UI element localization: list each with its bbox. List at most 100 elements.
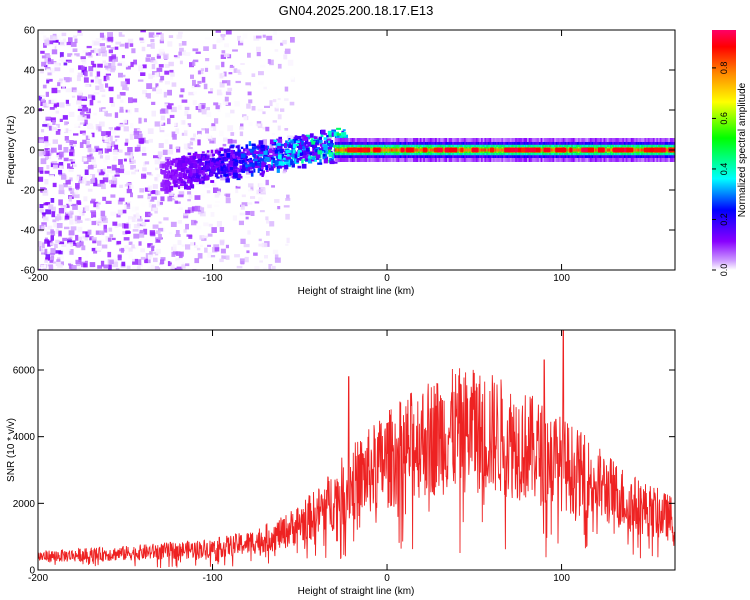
- heatmap-cell: [99, 83, 104, 90]
- heatmap-cell: [125, 87, 129, 91]
- heatmap-cell: [50, 198, 55, 203]
- heatmap-cell: [521, 147, 529, 153]
- heatmap-cell: [199, 69, 204, 75]
- heatmap-cell: [68, 168, 74, 172]
- heatmap-cell: [153, 43, 157, 46]
- heatmap-cell: [84, 114, 91, 119]
- heatmap-cell: [579, 148, 582, 152]
- x-tick-label: -100: [203, 573, 223, 584]
- heatmap-cell: [44, 145, 49, 148]
- heatmap-cell: [46, 55, 51, 58]
- heatmap-cell: [96, 176, 101, 180]
- heatmap-cell: [176, 260, 183, 266]
- heatmap-cell: [96, 219, 103, 225]
- heatmap-cell: [63, 157, 69, 162]
- heatmap-cell: [183, 125, 189, 131]
- heatmap-cell: [148, 32, 155, 38]
- heatmap-cell: [82, 50, 89, 53]
- heatmap-cell: [168, 61, 174, 67]
- heatmap-cell: [59, 253, 64, 260]
- heatmap-cell: [153, 251, 159, 256]
- heatmap-cell: [235, 31, 240, 38]
- heatmap-cell: [496, 148, 499, 152]
- heatmap-cell: [98, 150, 103, 155]
- heatmap-cell: [117, 63, 122, 66]
- heatmap-cell: [42, 124, 48, 127]
- heatmap-cell: [83, 263, 88, 268]
- heatmap-cell: [142, 97, 148, 100]
- heatmap-cell: [552, 148, 555, 152]
- heatmap-cell: [45, 143, 51, 146]
- heatmap-cell: [185, 209, 191, 214]
- heatmap-cell: [238, 40, 244, 46]
- heatmap-cell: [221, 255, 227, 260]
- heatmap-cell: [117, 199, 123, 205]
- heatmap-cell: [207, 252, 212, 258]
- heatmap-cell: [96, 247, 102, 251]
- heatmap-cell: [69, 152, 73, 156]
- heatmap-cell: [152, 224, 159, 229]
- heatmap-cell: [55, 110, 60, 114]
- heatmap-cell: [139, 229, 144, 234]
- heatmap-cell: [597, 147, 604, 153]
- heatmap-cell: [75, 259, 82, 264]
- heatmap-cell: [69, 68, 74, 73]
- heatmap-cell: [45, 257, 51, 261]
- heatmap-cell: [390, 148, 394, 152]
- heatmap-cell: [179, 94, 184, 98]
- heatmap-cell: [141, 222, 147, 226]
- heatmap-cell: [108, 127, 113, 131]
- heatmap-cell: [107, 251, 112, 258]
- heatmap-cell: [52, 139, 58, 144]
- heatmap-cell: [72, 204, 78, 210]
- heatmap-cell: [275, 153, 281, 156]
- heatmap-cell: [171, 131, 176, 138]
- heatmap-cell: [241, 168, 246, 173]
- heatmap-cell: [613, 147, 621, 153]
- heatmap-cell: [248, 189, 253, 192]
- heatmap-cell: [382, 148, 385, 152]
- heatmap-cell: [163, 174, 168, 179]
- x-tick-label: -200: [28, 273, 48, 284]
- heatmap-cell: [77, 30, 82, 33]
- heatmap-cell: [38, 176, 44, 182]
- heatmap-cell: [286, 154, 290, 158]
- heatmap-cell: [50, 229, 54, 234]
- heatmap-cell: [158, 48, 165, 53]
- heatmap-cell: [82, 59, 87, 65]
- heatmap-cell: [51, 147, 57, 153]
- heatmap-cell: [449, 147, 458, 153]
- heatmap-cell: [140, 248, 145, 253]
- heatmap-cell: [98, 79, 102, 85]
- heatmap-cell: [213, 244, 220, 250]
- heatmap-cell: [119, 60, 126, 67]
- heatmap-cell: [104, 148, 109, 154]
- heatmap-cell: [177, 105, 182, 110]
- heatmap-cell: [87, 188, 93, 192]
- heatmap-cell: [265, 126, 270, 132]
- heatmap-cell: [341, 132, 347, 137]
- heatmap-cell: [284, 48, 291, 54]
- heatmap-cell: [86, 154, 92, 159]
- heatmap-cell: [81, 104, 87, 108]
- heatmap-cell: [186, 185, 191, 190]
- heatmap-cell: [165, 179, 170, 183]
- heatmap-cell: [305, 145, 309, 150]
- heatmap-cell: [248, 165, 253, 170]
- heatmap-cell: [152, 206, 158, 211]
- heatmap-cell: [119, 92, 126, 96]
- heatmap-cell: [263, 150, 268, 155]
- heatmap-cell: [172, 158, 177, 163]
- heatmap-cell: [59, 52, 64, 58]
- heatmap-cell: [190, 137, 195, 141]
- heatmap-cell: [240, 175, 243, 179]
- heatmap-cell: [206, 107, 210, 111]
- heatmap-cell: [107, 146, 112, 152]
- heatmap-cell: [342, 129, 346, 132]
- heatmap-cell: [265, 165, 268, 170]
- heatmap-cell: [203, 165, 206, 169]
- heatmap-cell: [175, 201, 181, 204]
- heatmap-cell: [124, 142, 128, 146]
- heatmap-cell: [205, 175, 210, 181]
- heatmap-cell: [85, 140, 90, 146]
